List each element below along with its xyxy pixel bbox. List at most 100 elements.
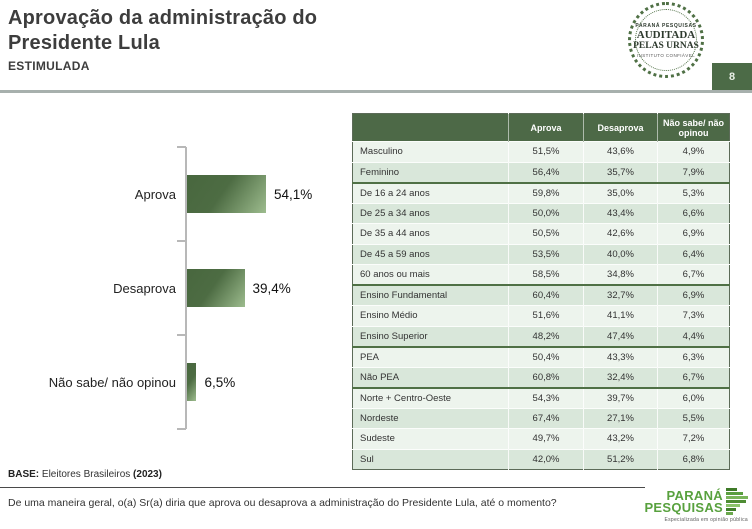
parana-pesquisas-logo: PARANÁ PESQUISAS Especializada em opiniã… <box>644 488 748 523</box>
row-value: 47,4% <box>583 326 658 347</box>
row-value: 54,3% <box>508 387 584 408</box>
row-label: De 25 a 34 anos <box>360 207 430 219</box>
row-value: 50,0% <box>508 203 584 224</box>
row-value: 39,7% <box>583 387 658 408</box>
seal-audited-text: AUDITADA <box>636 28 696 41</box>
row-value: 35,7% <box>583 162 658 183</box>
row-value: 35,0% <box>583 182 658 203</box>
row-value: 6,9% <box>657 285 730 306</box>
crosstab-table: Aprova Desaprova Não sabe/ não opinou Ma… <box>352 113 730 470</box>
bar-category-label: Aprova <box>134 186 176 202</box>
table-body: Masculino 51,5% 43,6% 4,9% Feminino 56,4% 35,7… <box>352 141 730 470</box>
row-value: 6,9% <box>657 223 730 244</box>
column-header-aprova: Aprova <box>508 113 584 142</box>
table-row: PEA 50,4% 43,3% 6,3% <box>352 346 730 367</box>
bar-category-label: Desaprova <box>113 280 176 296</box>
axis-tick <box>177 428 186 430</box>
base-label: BASE: <box>8 469 40 480</box>
table-row: Norte + Centro-Oeste 54,3% 39,7% 6,0% <box>352 387 730 408</box>
table-row: Não PEA 60,8% 32,4% 6,7% <box>352 367 730 388</box>
row-label: De 16 a 24 anos <box>360 187 430 199</box>
audit-seal-badge: PARANÁ PESQUISAS AUDITADA PELAS URNAS IN… <box>628 2 704 78</box>
row-value: 34,8% <box>583 264 658 285</box>
row-label: 60 anos ou mais <box>360 269 430 280</box>
seal-urnas-text: PELAS URNAS <box>633 40 699 51</box>
table-row: De 45 a 59 anos 53,5% 40,0% 6,4% <box>352 244 730 265</box>
row-value: 4,4% <box>657 326 730 347</box>
row-label: Ensino Fundamental <box>360 290 448 301</box>
row-value: 43,3% <box>583 346 658 367</box>
page-subtitle: ESTIMULADA <box>8 59 90 73</box>
row-value: 5,3% <box>657 182 730 203</box>
base-text: Eleitores Brasileiros <box>39 469 134 480</box>
approval-bar-chart: Aprova 54,1% Desaprova 39,4% Não sabe/ não o… <box>6 132 354 444</box>
row-value: 32,7% <box>583 285 658 306</box>
row-value: 7,3% <box>657 305 730 326</box>
row-label: Não PEA <box>360 371 400 383</box>
table-row: Ensino Médio 51,6% 41,1% 7,3% <box>352 305 730 326</box>
row-label: Ensino Médio <box>360 310 418 322</box>
row-value: 42,0% <box>508 449 584 470</box>
header-divider <box>0 90 752 93</box>
row-value: 51,6% <box>508 305 584 326</box>
row-value: 40,0% <box>583 244 658 265</box>
seal-brand-text: PARANÁ PESQUISAS <box>635 22 697 29</box>
row-value: 43,4% <box>583 203 658 224</box>
logo-wordmark: PARANÁ PESQUISAS <box>644 487 723 515</box>
row-value: 58,5% <box>508 264 584 285</box>
row-value: 6,7% <box>657 264 730 285</box>
row-value: 49,7% <box>508 428 584 449</box>
row-value: 50,4% <box>508 346 584 367</box>
survey-question: De uma maneira geral, o(a) Sr(a) diria q… <box>8 497 557 509</box>
bar-value-label: 54,1% <box>273 186 313 202</box>
row-label: Ensino Superior <box>360 330 428 342</box>
table-row: Sul 42,0% 51,2% 6,8% <box>352 449 730 470</box>
table-row: 60 anos ou mais 58,5% 34,8% 6,7% <box>352 264 730 285</box>
chart-axis-line <box>185 147 187 429</box>
seal-institute-text: INSTITUTO CONFIÁVEL <box>636 52 696 58</box>
row-value: 7,2% <box>657 428 730 449</box>
table-header-row: Aprova Desaprova Não sabe/ não opinou <box>352 113 730 142</box>
row-value: 4,9% <box>657 141 730 162</box>
table-row: Feminino 56,4% 35,7% 7,9% <box>352 162 730 183</box>
bar-value-label: 39,4% <box>252 280 291 296</box>
title-block: Aprovação da administração do Presidente… <box>8 6 317 73</box>
row-value: 60,8% <box>508 367 584 388</box>
base-note: BASE: Eleitores Brasileiros (2023) <box>8 469 162 480</box>
row-value: 42,6% <box>583 223 658 244</box>
logo-name-line1: PARANÁ <box>666 487 723 503</box>
row-label: Feminino <box>360 166 400 178</box>
table-row: De 25 a 34 anos 50,0% 43,4% 6,6% <box>352 203 730 224</box>
row-value: 51,2% <box>583 449 658 470</box>
row-value: 7,9% <box>657 162 730 183</box>
table-row: De 16 a 24 anos 59,8% 35,0% 5,3% <box>352 182 730 203</box>
table-row: Nordeste 67,4% 27,1% 5,5% <box>352 408 730 429</box>
bar-value-label: 6,5% <box>204 374 236 390</box>
row-label: Nordeste <box>360 412 399 424</box>
logo-tagline: Especializada em opinião pública <box>664 517 748 523</box>
axis-tick <box>177 146 186 148</box>
row-label: Sul <box>360 453 374 465</box>
table-row: Sudeste 49,7% 43,2% 7,2% <box>352 428 730 449</box>
column-header-desaprova: Desaprova <box>583 113 658 142</box>
row-value: 6,6% <box>657 203 730 224</box>
bar-category-label: Não sabe/ não opinou <box>48 374 176 390</box>
row-value: 27,1% <box>583 408 658 429</box>
logo-name-line2: PESQUISAS <box>644 499 723 515</box>
axis-tick <box>177 240 186 242</box>
row-value: 6,0% <box>657 387 730 408</box>
table-row: Masculino 51,5% 43,6% 4,9% <box>352 141 730 162</box>
row-value: 59,8% <box>508 182 584 203</box>
logo-p-mark-icon <box>726 488 748 515</box>
row-value: 43,6% <box>583 141 658 162</box>
row-value: 60,4% <box>508 285 584 306</box>
row-value: 6,7% <box>657 367 730 388</box>
row-label: PEA <box>360 351 380 363</box>
row-value: 6,4% <box>657 244 730 265</box>
row-value: 67,4% <box>508 408 584 429</box>
row-label: De 45 a 59 anos <box>360 248 430 260</box>
table-row: De 35 a 44 anos 50,5% 42,6% 6,9% <box>352 223 730 244</box>
row-value: 51,5% <box>508 141 584 162</box>
footer-divider <box>0 487 645 488</box>
